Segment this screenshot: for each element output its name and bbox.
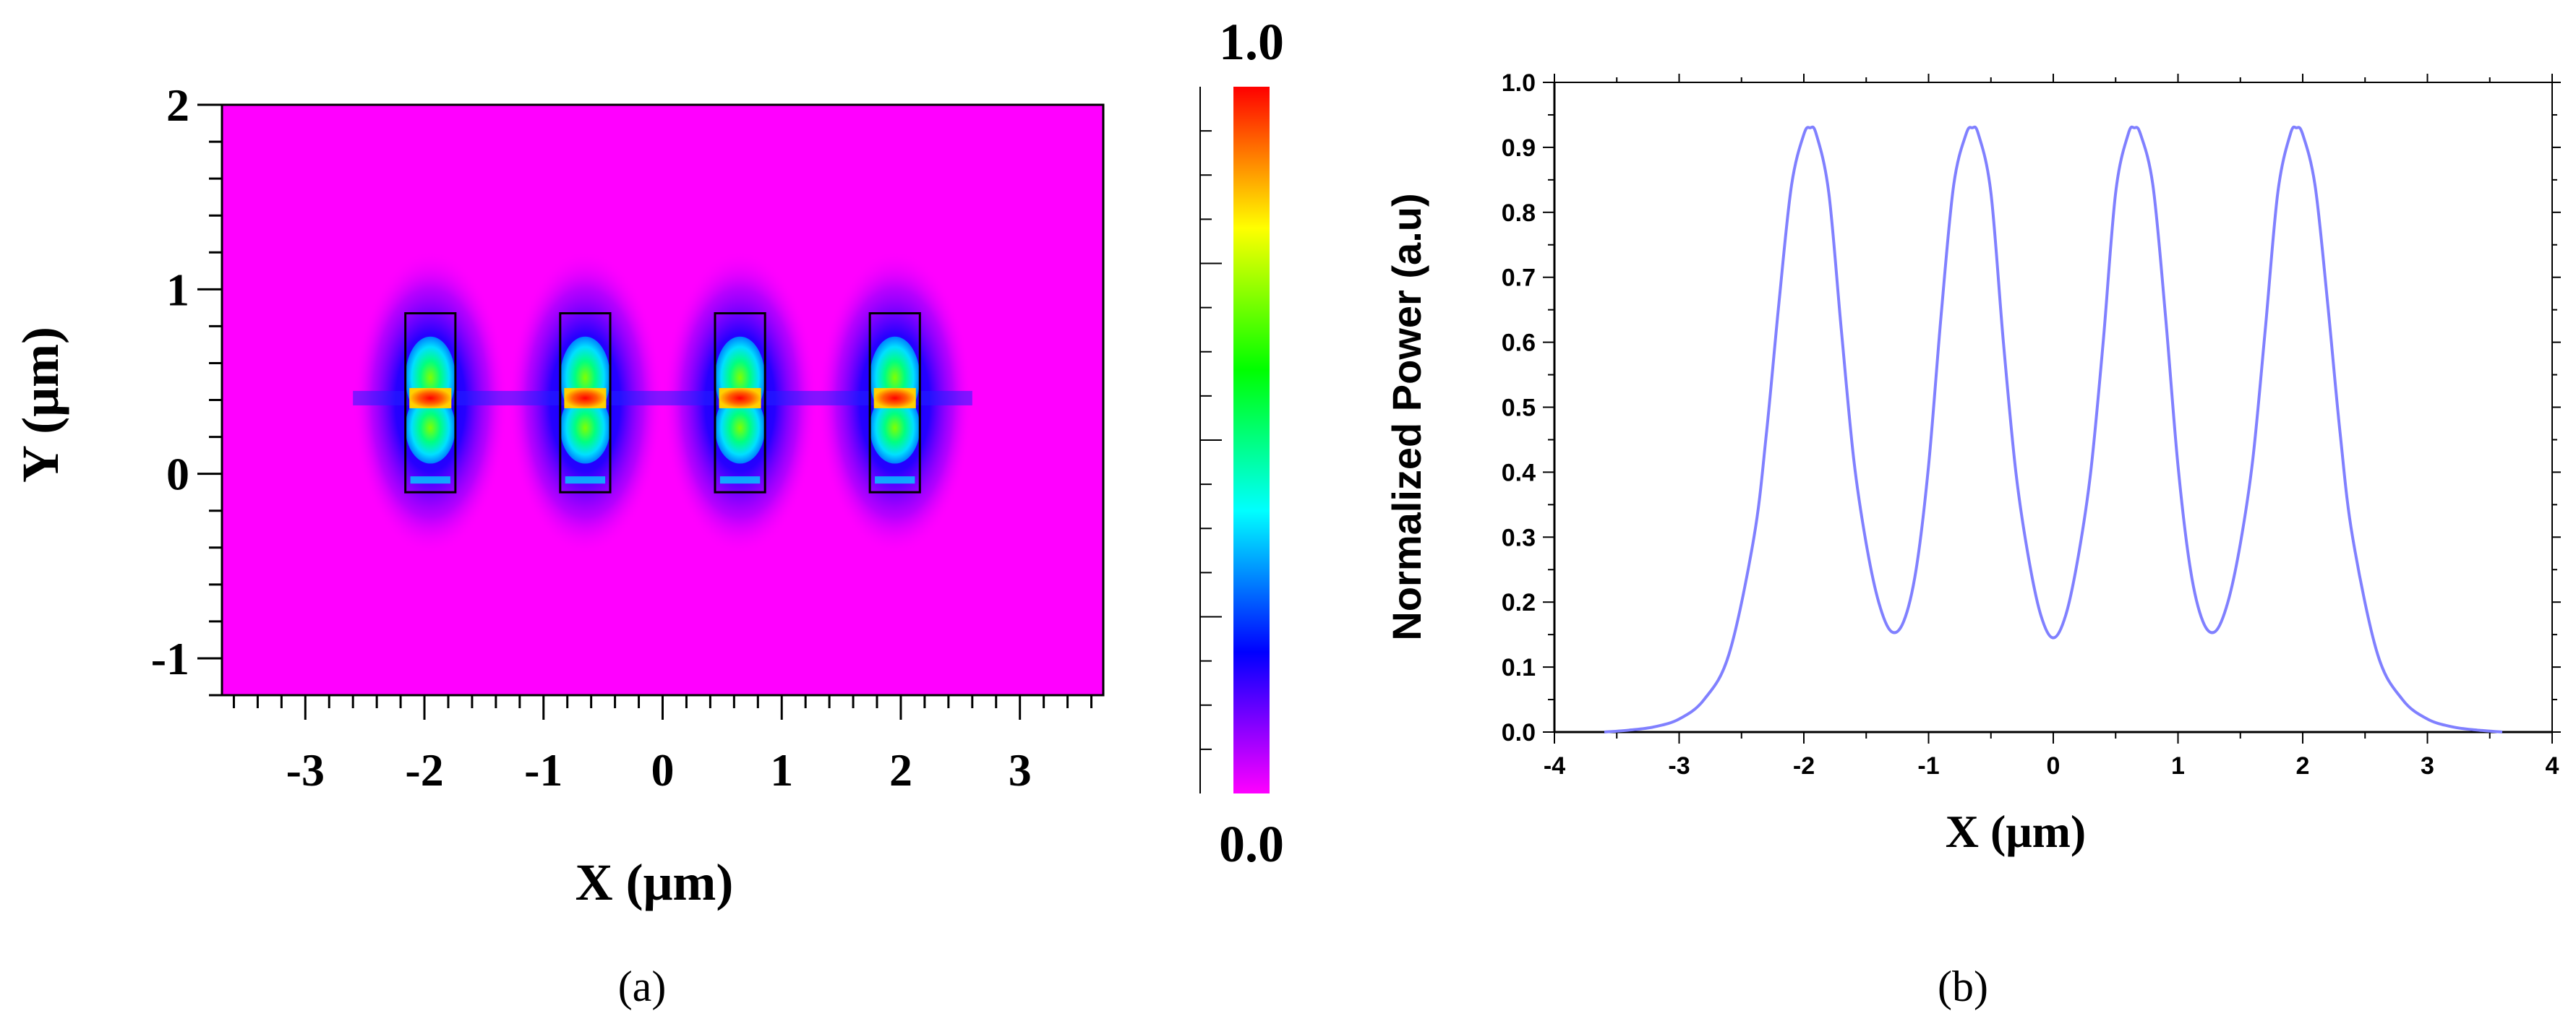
mode-lower-lobe-2 [560, 392, 611, 464]
y-tick-label: 0.1 [1502, 654, 1536, 681]
mode-bottom-band-2 [565, 476, 606, 484]
x-tick-label: 1 [770, 744, 793, 796]
y-tick-label: 0.2 [1502, 589, 1536, 616]
y-tick-label: 0.0 [1502, 719, 1536, 747]
waveguide-outline-2 [559, 312, 612, 494]
heatmap-y-axis-label: Y (μm) [12, 327, 69, 483]
waveguide-outline-3 [714, 312, 766, 494]
colorbar-min-label: 0.0 [1219, 815, 1284, 873]
heatmap-x-ticks: -3 -2 -1 0 1 2 3 [232, 695, 1093, 796]
line-chart-y-tick-labels: 0.0 0.1 0.2 0.3 0.4 0.5 0.6 0.7 0.8 0.9 1.0 [1502, 69, 1536, 747]
line-chart-x-axis-label: X (μm) [1946, 806, 2086, 857]
mode-hotspot-2 [564, 387, 607, 408]
line-chart-ticks [1543, 74, 2561, 744]
panel-b-caption: (b) [1938, 963, 1988, 1010]
colorbar: 1.0 0.0 [1199, 13, 1284, 873]
x-tick-label: 4 [2546, 752, 2559, 780]
y-tick-label: 1 [166, 264, 189, 315]
mode-bottom-band-3 [719, 476, 761, 484]
waveguide-outline-1 [404, 312, 457, 494]
x-tick-label: 3 [2421, 752, 2434, 780]
x-tick-label: 2 [2296, 752, 2310, 780]
heatmap-x-axis-label: X (μm) [575, 853, 734, 911]
mode-bottom-band-4 [875, 476, 915, 484]
x-tick-label: -4 [1544, 752, 1565, 780]
y-tick-label: 0.6 [1502, 330, 1536, 357]
mode-bottom-band-1 [410, 476, 450, 484]
mode-hotspot-1 [409, 387, 452, 408]
waveguide-outline-4 [868, 312, 921, 494]
y-tick-label: -1 [151, 633, 189, 684]
colorbar-gradient [1233, 87, 1270, 793]
mode-lower-lobe-4 [870, 392, 920, 464]
y-tick-label: 0.3 [1502, 524, 1536, 551]
heatmap-y-ticks: -1 0 1 2 [151, 79, 222, 697]
heatmap-plot-area [222, 105, 1103, 695]
coupling-streak [353, 390, 972, 405]
x-tick-label: 3 [1009, 744, 1032, 796]
y-tick-label: 0.9 [1502, 134, 1536, 162]
x-tick-label: 1 [2171, 752, 2185, 780]
panel-a-caption: (a) [618, 963, 667, 1010]
x-tick-label: -3 [1668, 752, 1690, 780]
y-tick-label: 0.5 [1502, 395, 1536, 422]
x-tick-label: 0 [2047, 752, 2061, 780]
colorbar-ticks [1199, 87, 1222, 793]
mode-hotspot-3 [719, 387, 761, 408]
y-tick-label: 0.7 [1502, 264, 1536, 292]
x-tick-label: 0 [651, 744, 675, 796]
y-tick-label: 2 [166, 79, 189, 131]
x-tick-label: -3 [286, 744, 325, 796]
series-line-normalized-power [1604, 125, 2503, 733]
y-tick-label: 0.4 [1502, 459, 1536, 486]
y-tick-label: 0.8 [1502, 199, 1536, 227]
y-tick-label: 1.0 [1502, 69, 1536, 97]
x-tick-label: -2 [1793, 752, 1815, 780]
line-chart-x-tick-labels: -4 -3 -2 -1 0 1 2 3 4 [1544, 752, 2559, 780]
panel-b: -4 -3 -2 -1 0 1 2 3 4 0.00.10.20.30.40.50.60.70.… [1384, 69, 2561, 1010]
colorbar-max-label: 1.0 [1219, 13, 1284, 71]
x-tick-label: -2 [405, 744, 443, 796]
mode-lower-lobe-3 [714, 392, 766, 464]
waveguide-outlines [404, 312, 921, 494]
line-chart-y-axis-label: Normalized Power (a.u) [1384, 193, 1429, 640]
mode-hotspot-4 [873, 387, 916, 408]
panel-a: -3 -2 -1 0 1 2 3 -1 0 1 2 X (μm) Y (μm) 1.0 0.0 (… [12, 13, 1284, 1010]
x-tick-label: -1 [1917, 752, 1939, 780]
x-tick-label: -1 [524, 744, 562, 796]
x-tick-label: 2 [889, 744, 912, 796]
y-tick-label: 0 [166, 449, 189, 500]
mode-lower-lobe-1 [405, 392, 455, 464]
